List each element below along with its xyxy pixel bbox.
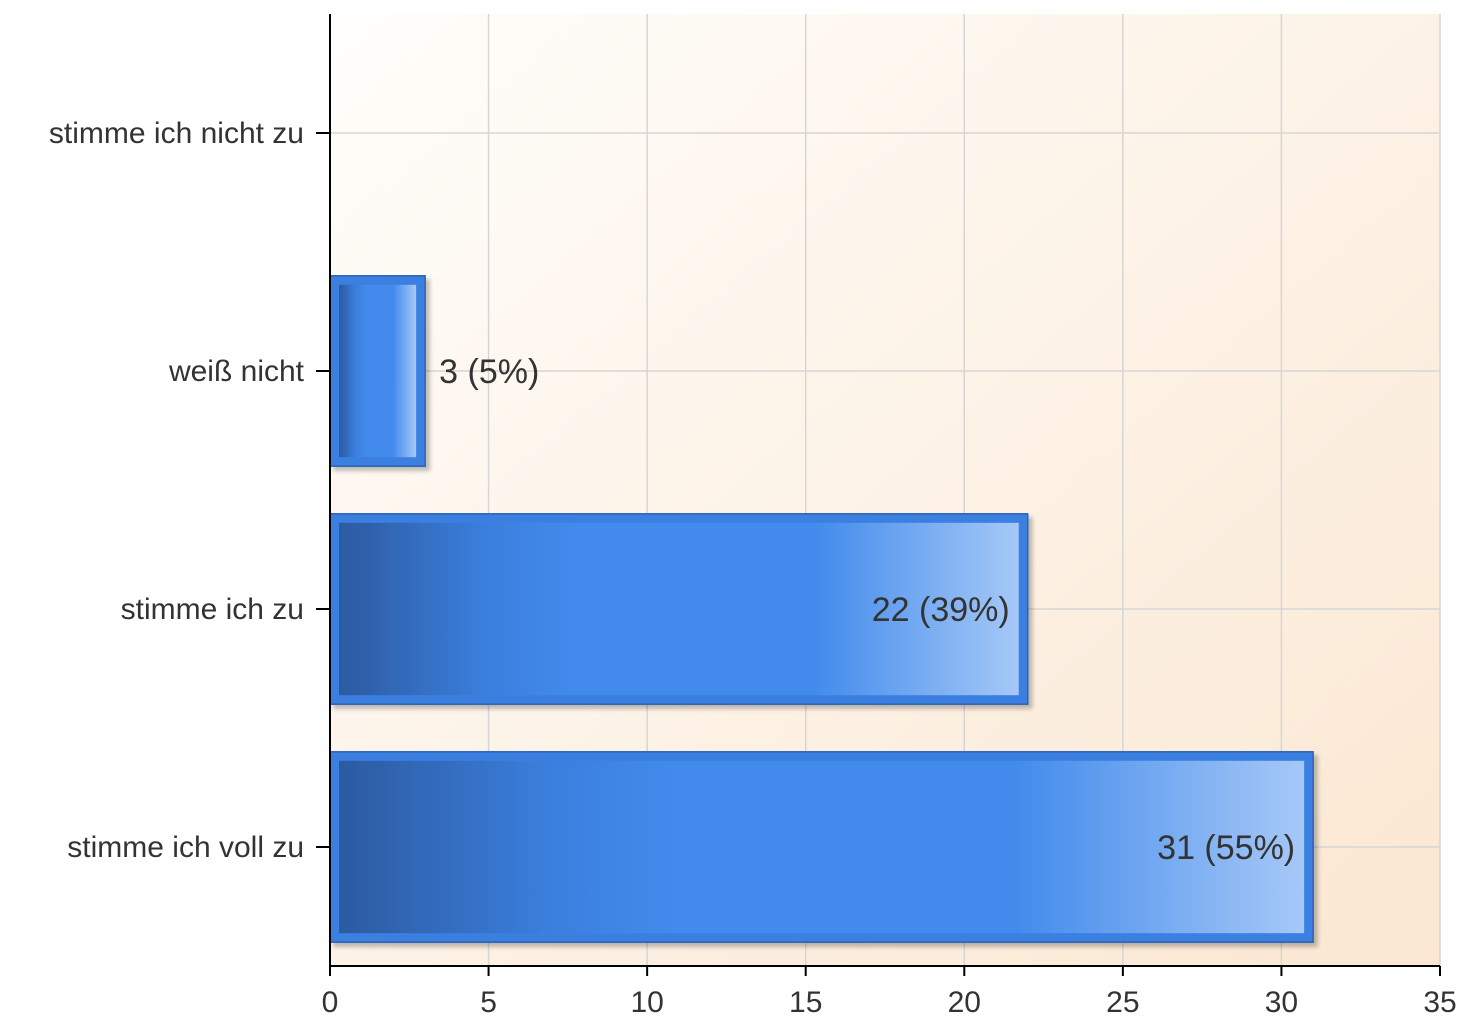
x-tick-label: 20 [948, 986, 981, 1019]
category-label: stimme ich voll zu [67, 831, 304, 864]
data-label: 3 (5%) [439, 353, 539, 391]
bar [329, 513, 1029, 705]
bar-fill [339, 284, 417, 458]
category-label: weiß nicht [168, 355, 305, 388]
data-labels: 3 (5%) 22 (39%) 31 (55%) [439, 353, 1295, 867]
bar-fill [339, 760, 1305, 934]
bars [329, 275, 1314, 943]
x-tick-label: 0 [322, 986, 339, 1019]
bar [329, 751, 1314, 943]
data-label: 31 (55%) [1157, 829, 1295, 867]
bar-fill [339, 522, 1019, 696]
bar [329, 275, 426, 467]
category-labels: stimme ich nicht zu weiß nicht stimme ich … [49, 117, 305, 864]
x-tick-label: 5 [480, 986, 497, 1019]
x-tick-label: 15 [789, 986, 822, 1019]
axes [316, 14, 1441, 976]
data-label: 22 (39%) [872, 591, 1010, 629]
x-tick-label: 30 [1265, 986, 1298, 1019]
x-tick-label: 10 [630, 986, 663, 1019]
x-tick-label: 35 [1423, 986, 1456, 1019]
x-tick-label: 25 [1106, 986, 1139, 1019]
x-tick-labels: 0 5 10 15 20 25 30 35 [322, 986, 1457, 1019]
category-label: stimme ich nicht zu [49, 117, 304, 150]
category-label: stimme ich zu [121, 593, 304, 626]
